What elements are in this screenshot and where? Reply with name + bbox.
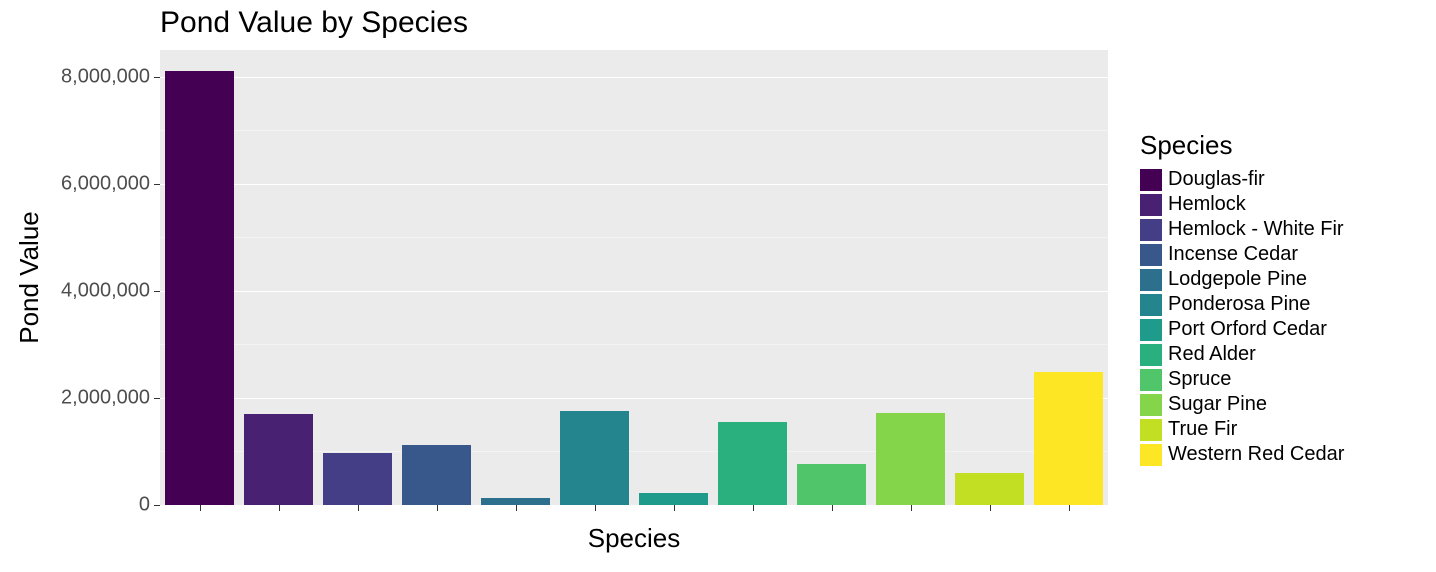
legend-swatch <box>1140 244 1162 266</box>
legend-label: Red Alder <box>1168 342 1256 367</box>
legend-item: Spruce <box>1140 367 1344 392</box>
legend-label: Spruce <box>1168 367 1231 392</box>
legend-item: Incense Cedar <box>1140 242 1344 267</box>
y-axis-labels: 02,000,0004,000,0006,000,0008,000,000 <box>0 50 150 505</box>
x-tick-mark <box>753 505 754 511</box>
legend-swatch <box>1140 319 1162 341</box>
legend-swatch <box>1140 369 1162 391</box>
y-tick-label: 8,000,000 <box>61 65 150 88</box>
legend-item: Lodgepole Pine <box>1140 267 1344 292</box>
legend-item: Sugar Pine <box>1140 392 1344 417</box>
legend-swatch <box>1140 294 1162 316</box>
chart-container: Pond Value by Species Pond Value 02,000,… <box>0 0 1436 572</box>
bar <box>955 473 1025 505</box>
x-tick-mark <box>516 505 517 511</box>
legend-label: Incense Cedar <box>1168 242 1298 267</box>
bar <box>165 71 235 505</box>
legend-swatch <box>1140 169 1162 191</box>
legend-label: Ponderosa Pine <box>1168 292 1310 317</box>
x-tick-mark <box>990 505 991 511</box>
x-tick-mark <box>595 505 596 511</box>
legend-label: Hemlock <box>1168 192 1246 217</box>
gridline-major <box>160 77 1108 78</box>
legend-swatch <box>1140 444 1162 466</box>
bar <box>1034 372 1104 505</box>
legend-swatch <box>1140 269 1162 291</box>
legend-item: Ponderosa Pine <box>1140 292 1344 317</box>
y-tick-mark <box>154 398 160 399</box>
y-tick-mark <box>154 505 160 506</box>
legend-item: Western Red Cedar <box>1140 442 1344 467</box>
legend-label: Sugar Pine <box>1168 392 1267 417</box>
legend-label: Lodgepole Pine <box>1168 267 1307 292</box>
legend-item: Port Orford Cedar <box>1140 317 1344 342</box>
x-tick-mark <box>832 505 833 511</box>
legend-item: Hemlock <box>1140 192 1344 217</box>
gridline-minor <box>160 130 1108 131</box>
legend-swatch <box>1140 194 1162 216</box>
x-tick-mark <box>358 505 359 511</box>
bar <box>323 453 393 505</box>
legend-item: Hemlock - White Fir <box>1140 217 1344 242</box>
y-tick-mark <box>154 184 160 185</box>
gridline-major <box>160 291 1108 292</box>
x-tick-mark <box>911 505 912 511</box>
y-tick-label: 2,000,000 <box>61 386 150 409</box>
bar <box>402 445 472 505</box>
legend-label: Port Orford Cedar <box>1168 317 1327 342</box>
x-tick-mark <box>279 505 280 511</box>
legend-title: Species <box>1140 130 1344 161</box>
bar <box>481 498 551 505</box>
legend-item: True Fir <box>1140 417 1344 442</box>
gridline-major <box>160 398 1108 399</box>
x-tick-mark <box>437 505 438 511</box>
legend-label: Douglas-fir <box>1168 167 1265 192</box>
bar <box>797 464 867 505</box>
legend-label: Western Red Cedar <box>1168 442 1344 467</box>
bar <box>560 411 630 505</box>
legend-item: Red Alder <box>1140 342 1344 367</box>
y-tick-mark <box>154 291 160 292</box>
gridline-major <box>160 184 1108 185</box>
y-tick-label: 4,000,000 <box>61 279 150 302</box>
x-tick-mark <box>1069 505 1070 511</box>
legend-label: Hemlock - White Fir <box>1168 217 1344 242</box>
y-tick-mark <box>154 77 160 78</box>
gridline-major <box>160 505 1108 506</box>
x-tick-mark <box>200 505 201 511</box>
x-tick-mark <box>674 505 675 511</box>
bar <box>718 422 788 506</box>
y-tick-label: 0 <box>139 494 150 517</box>
legend-swatch <box>1140 344 1162 366</box>
y-tick-label: 6,000,000 <box>61 172 150 195</box>
gridline-minor <box>160 344 1108 345</box>
legend-item: Douglas-fir <box>1140 167 1344 192</box>
plot-area <box>160 50 1108 505</box>
legend-swatch <box>1140 219 1162 241</box>
bar <box>639 493 709 505</box>
legend-label: True Fir <box>1168 417 1237 442</box>
legend-swatch <box>1140 419 1162 441</box>
chart-title: Pond Value by Species <box>160 6 468 40</box>
bar <box>876 413 946 505</box>
x-axis-title: Species <box>160 523 1108 554</box>
legend-swatch <box>1140 394 1162 416</box>
gridline-minor <box>160 237 1108 238</box>
bar <box>244 414 314 505</box>
legend: Species Douglas-firHemlockHemlock - Whit… <box>1140 130 1344 467</box>
